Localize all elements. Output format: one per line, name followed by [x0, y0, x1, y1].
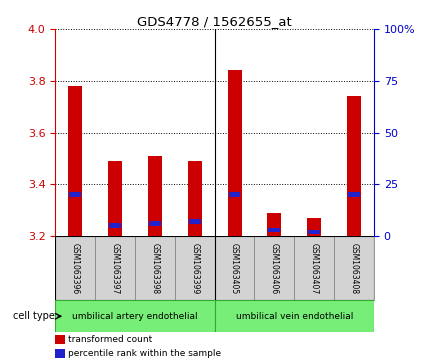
Text: GSM1063407: GSM1063407 — [310, 242, 319, 294]
Bar — [255, 236, 294, 300]
Bar — [269, 228, 281, 232]
Bar — [189, 219, 201, 224]
Bar — [307, 218, 321, 236]
Bar — [55, 236, 95, 300]
Text: GSM1063396: GSM1063396 — [71, 242, 79, 294]
Text: GSM1063406: GSM1063406 — [270, 242, 279, 294]
Text: umbilical vein endothelial: umbilical vein endothelial — [235, 312, 353, 321]
Bar — [95, 236, 135, 300]
Bar — [347, 96, 361, 236]
Bar — [294, 236, 334, 300]
Bar — [215, 300, 374, 332]
Text: GSM1063405: GSM1063405 — [230, 242, 239, 294]
Text: GSM1063399: GSM1063399 — [190, 242, 199, 294]
Title: GDS4778 / 1562655_at: GDS4778 / 1562655_at — [137, 15, 292, 28]
Bar — [215, 236, 255, 300]
Bar — [227, 70, 241, 236]
Bar — [308, 230, 320, 234]
Text: percentile rank within the sample: percentile rank within the sample — [68, 349, 221, 358]
Bar — [175, 236, 215, 300]
Bar — [135, 236, 175, 300]
Text: GSM1063398: GSM1063398 — [150, 242, 159, 294]
Bar — [109, 224, 121, 228]
Bar — [55, 348, 65, 358]
Bar — [69, 192, 81, 197]
Bar — [267, 213, 281, 236]
Text: GSM1063397: GSM1063397 — [110, 242, 119, 294]
Bar — [334, 236, 374, 300]
Bar — [68, 86, 82, 236]
Text: umbilical artery endothelial: umbilical artery endothelial — [72, 312, 198, 321]
Text: GSM1063408: GSM1063408 — [350, 242, 359, 294]
Bar — [348, 192, 360, 197]
Bar — [149, 221, 161, 226]
Text: transformed count: transformed count — [68, 335, 152, 344]
Bar — [148, 156, 162, 236]
Bar — [188, 161, 202, 236]
Text: cell type: cell type — [13, 311, 55, 321]
Bar — [55, 300, 215, 332]
Bar — [229, 192, 241, 197]
Bar — [55, 335, 65, 344]
Bar — [108, 161, 122, 236]
